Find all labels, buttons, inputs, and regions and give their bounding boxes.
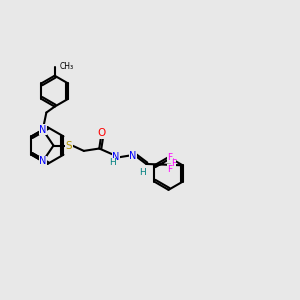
Text: F: F — [167, 153, 172, 162]
Text: N: N — [39, 156, 46, 166]
Text: N: N — [112, 152, 120, 162]
Text: H: H — [139, 168, 145, 177]
Text: S: S — [66, 140, 72, 151]
Text: N: N — [130, 151, 137, 160]
Text: N: N — [39, 125, 46, 135]
Text: F: F — [171, 159, 176, 168]
Text: F: F — [167, 165, 172, 174]
Text: H: H — [110, 158, 116, 167]
Text: O: O — [98, 128, 106, 138]
Text: CH₃: CH₃ — [60, 62, 74, 71]
